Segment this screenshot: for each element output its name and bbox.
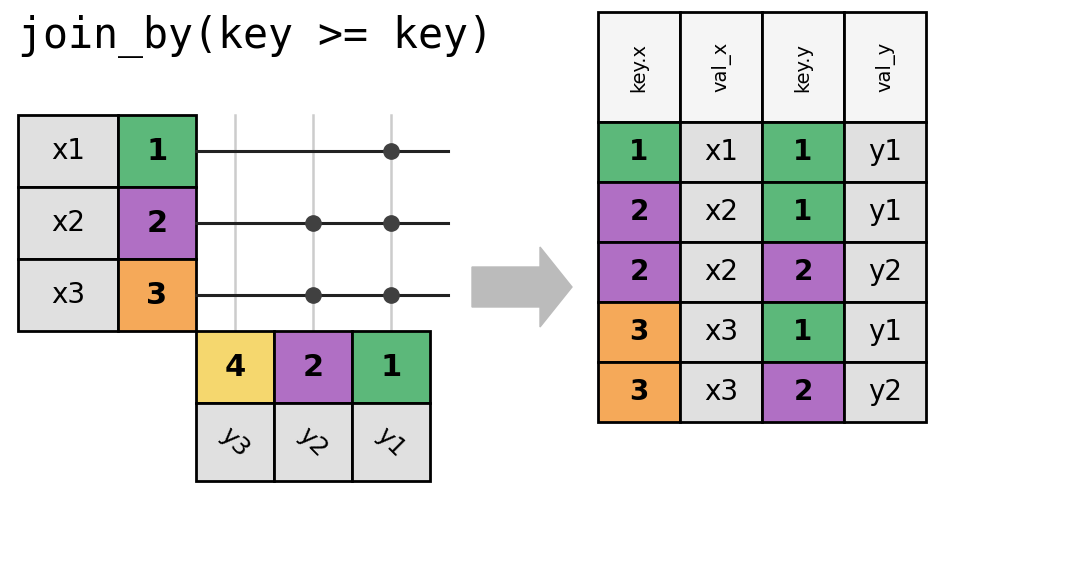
Text: 1: 1	[146, 137, 168, 166]
Bar	[844, 242, 926, 302]
Bar	[118, 187, 196, 259]
Bar	[598, 302, 680, 362]
Text: y1: y1	[867, 198, 902, 226]
Text: 1: 1	[794, 318, 812, 346]
Bar	[844, 182, 926, 242]
Text: 2: 2	[794, 378, 812, 406]
Bar	[680, 122, 762, 182]
Bar	[118, 115, 196, 187]
Text: 3: 3	[629, 378, 649, 406]
Text: 3: 3	[146, 281, 168, 309]
Text: y1: y1	[867, 138, 902, 166]
Text: y3: y3	[216, 423, 255, 461]
Text: key.y: key.y	[794, 42, 812, 92]
Text: y1: y1	[371, 423, 410, 461]
Bar	[844, 122, 926, 182]
Text: 2: 2	[302, 353, 324, 382]
Text: y2: y2	[867, 258, 902, 286]
Bar	[680, 302, 762, 362]
Text: 1: 1	[629, 138, 649, 166]
Text: x2: x2	[704, 258, 738, 286]
Text: join_by(key >= key): join_by(key >= key)	[18, 15, 493, 58]
Text: 3: 3	[629, 318, 649, 346]
Bar	[680, 362, 762, 422]
Text: y2: y2	[293, 423, 332, 461]
Text: 1: 1	[380, 353, 402, 382]
Bar	[598, 182, 680, 242]
Text: x2: x2	[704, 198, 738, 226]
Text: 2: 2	[629, 198, 649, 226]
Bar	[762, 242, 844, 302]
Bar	[598, 242, 680, 302]
Bar	[598, 122, 680, 182]
Bar	[762, 12, 844, 122]
Bar	[196, 403, 274, 481]
Text: val_x: val_x	[712, 42, 731, 92]
Text: x1: x1	[704, 138, 738, 166]
Bar	[196, 331, 274, 403]
Bar	[18, 259, 118, 331]
Text: x1: x1	[51, 137, 84, 165]
Bar	[118, 259, 196, 331]
Bar	[598, 362, 680, 422]
Bar	[844, 12, 926, 122]
Bar	[762, 302, 844, 362]
Bar	[680, 12, 762, 122]
Text: x3: x3	[51, 281, 86, 309]
Bar	[762, 122, 844, 182]
Polygon shape	[472, 247, 572, 327]
Bar	[18, 115, 118, 187]
Bar	[762, 182, 844, 242]
Text: x2: x2	[51, 209, 84, 237]
Bar	[274, 331, 352, 403]
Bar	[18, 187, 118, 259]
Bar	[274, 403, 352, 481]
Text: 1: 1	[794, 138, 812, 166]
Text: key.x: key.x	[629, 42, 649, 92]
Bar	[352, 331, 430, 403]
Text: x3: x3	[704, 318, 738, 346]
Bar	[680, 182, 762, 242]
Text: 2: 2	[794, 258, 812, 286]
Bar	[762, 362, 844, 422]
Text: y2: y2	[867, 378, 902, 406]
Text: 1: 1	[794, 198, 812, 226]
Text: 2: 2	[146, 208, 168, 238]
Text: 2: 2	[629, 258, 649, 286]
Text: x3: x3	[704, 378, 738, 406]
Bar	[680, 242, 762, 302]
Bar	[598, 12, 680, 122]
Bar	[352, 403, 430, 481]
Bar	[844, 362, 926, 422]
Text: 4: 4	[224, 353, 246, 382]
Text: y1: y1	[867, 318, 902, 346]
Text: val_y: val_y	[875, 42, 895, 92]
Bar	[844, 302, 926, 362]
